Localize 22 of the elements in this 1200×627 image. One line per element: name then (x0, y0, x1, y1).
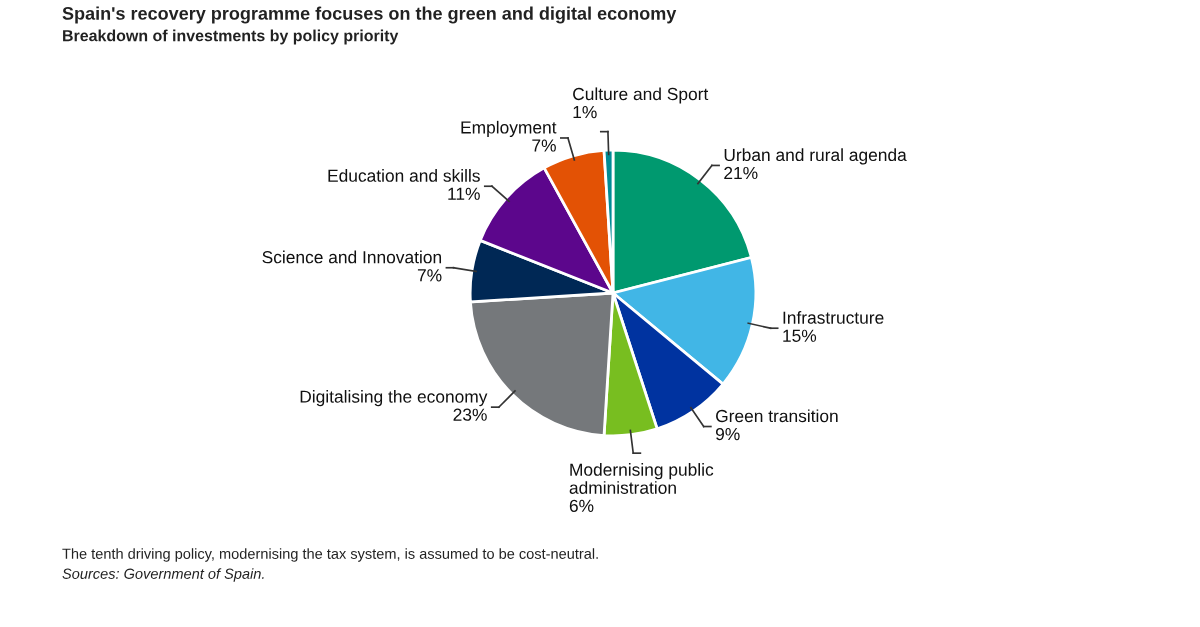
slice-label: Modernising public administration (569, 463, 714, 494)
slice-label: Science and Innovation (262, 250, 442, 264)
data-label: 1% (573, 106, 597, 119)
slice-label: Urban and rural agenda (724, 148, 907, 165)
chart-title: Spain's recovery programme focuses on the green and digital economy (62, 6, 677, 24)
data-label: 23% (453, 408, 487, 421)
slice-label: Education and skills (328, 169, 480, 182)
slice-label: Employment (461, 120, 557, 138)
data-label: 11% (448, 187, 480, 200)
data-label: 6% (569, 499, 594, 512)
data-label: 15% (783, 329, 817, 342)
data-label: 9% (715, 427, 740, 441)
chart-subtitle: Breakdown of investments by policy priority (63, 29, 399, 45)
data-label: 7% (417, 269, 442, 282)
slice-label: Green transition (716, 409, 838, 423)
slice-label: Culture and Sport (573, 87, 709, 104)
text: The tenth driving policy, modernising the tax system, is assumed to be cost-neutral. (62, 548, 598, 562)
source-note: Sources: Government of Spain. (62, 568, 264, 582)
data-label: 7% (532, 139, 556, 152)
data-label: 21% (724, 166, 758, 180)
slice-label: Digitalising the economy (300, 390, 488, 407)
slice-label: Infrastructure (783, 311, 884, 324)
